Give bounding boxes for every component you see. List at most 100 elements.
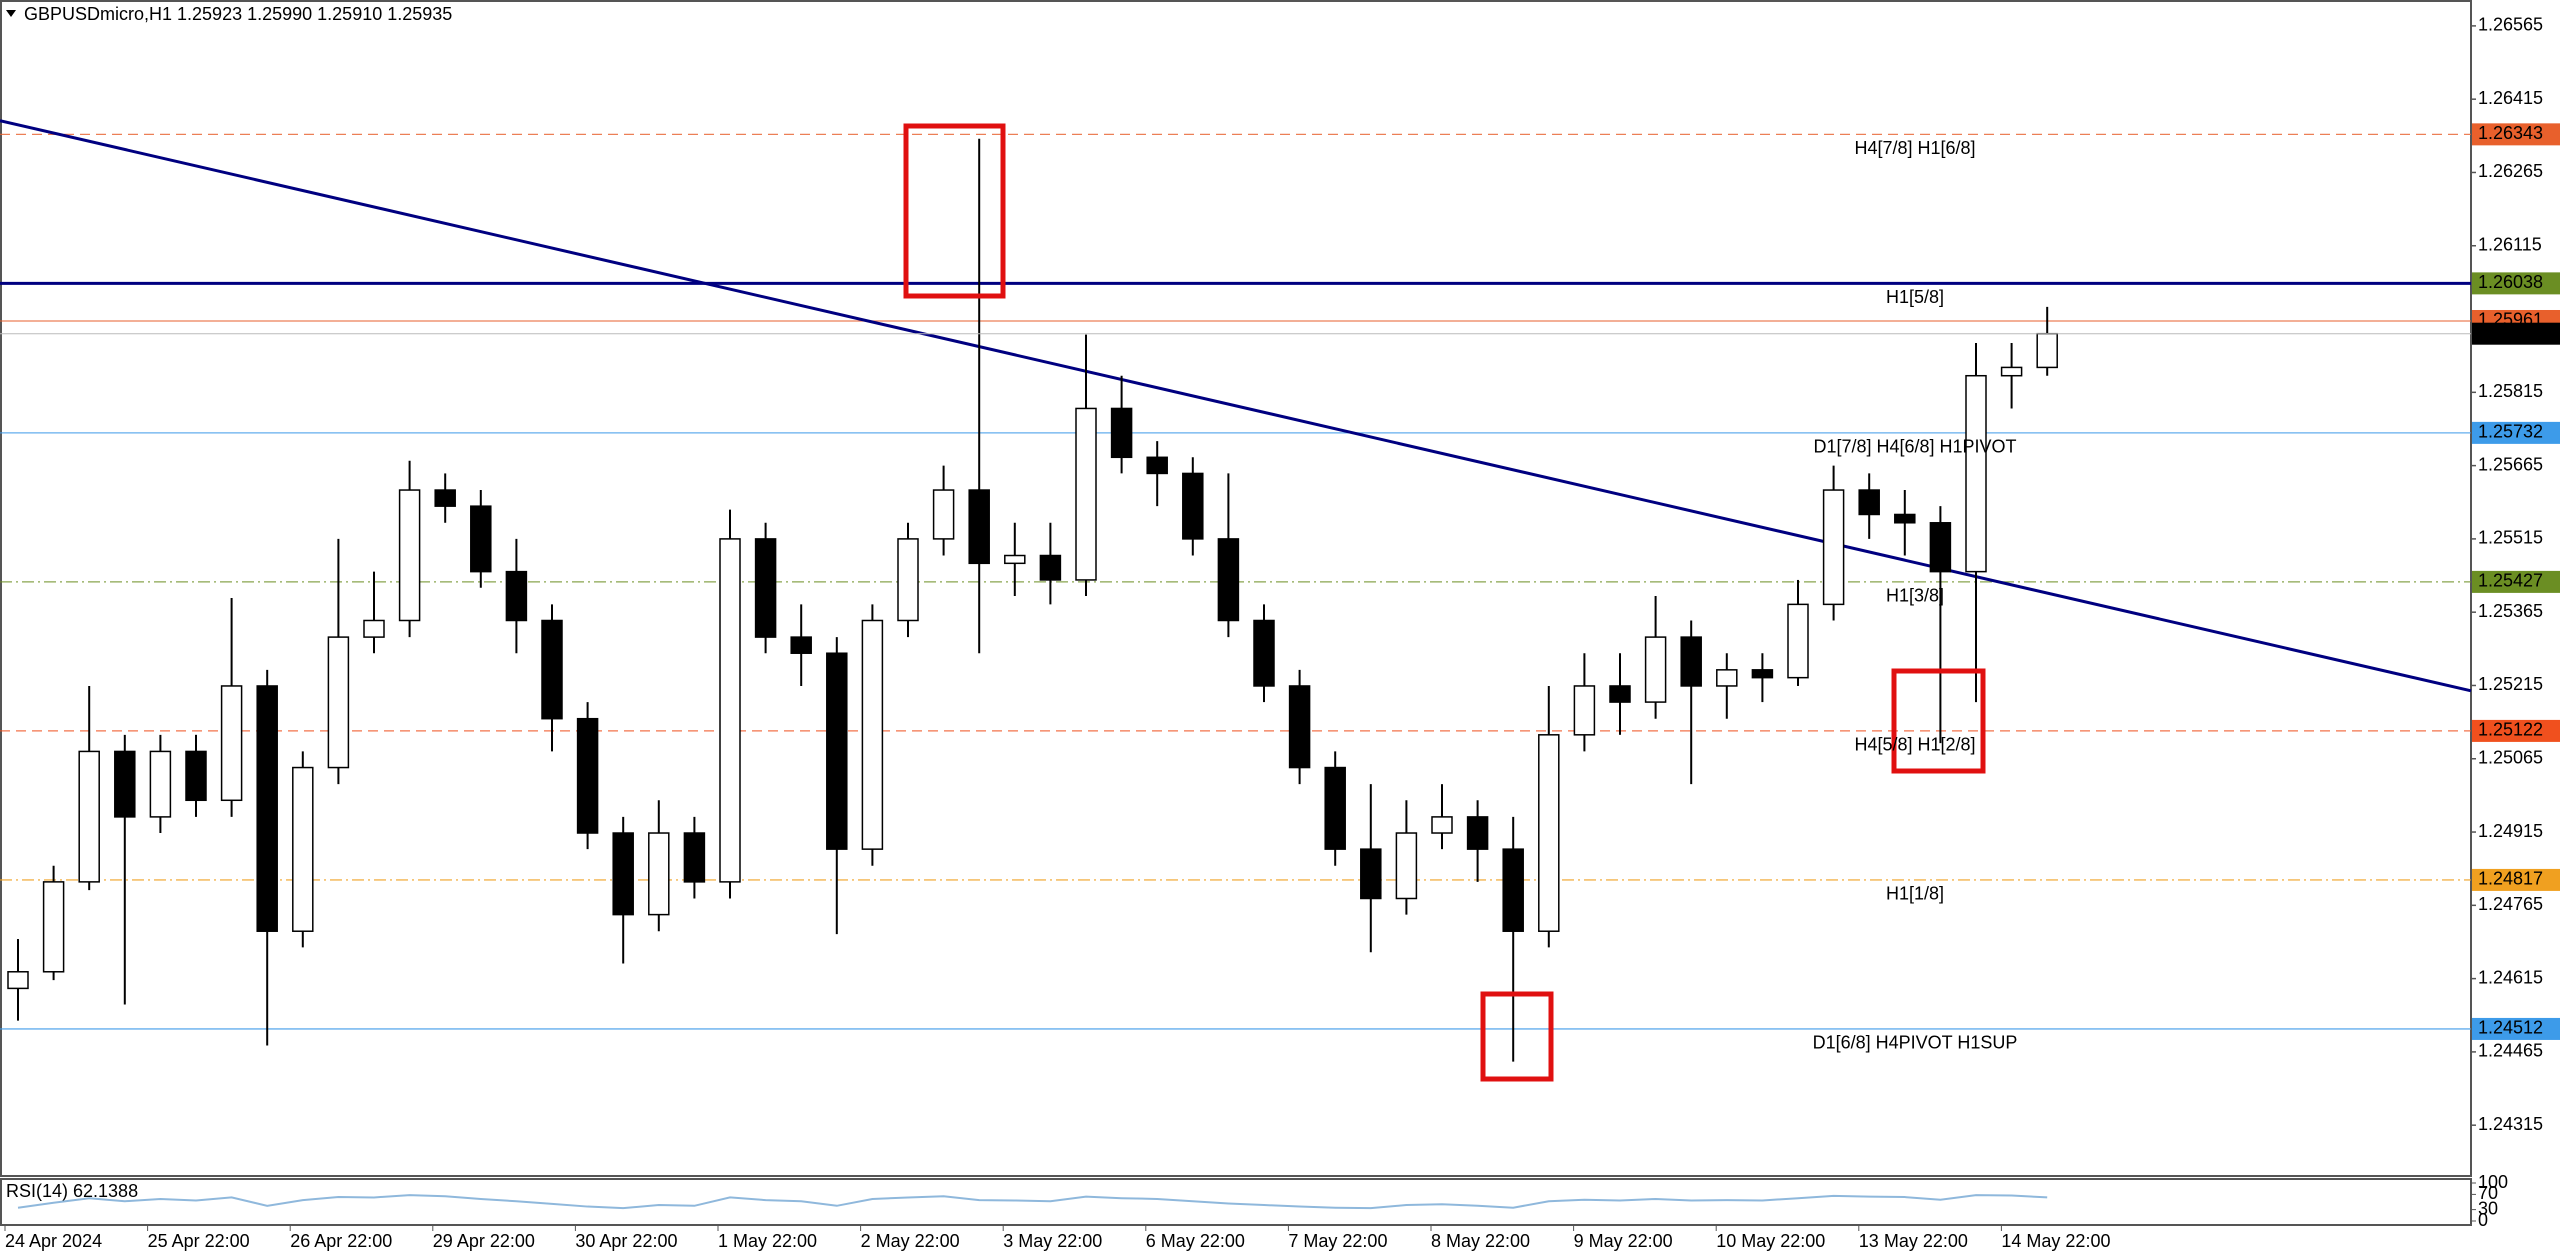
- candle-body: [1644, 636, 1667, 703]
- y-tick-label: 1.24465: [2478, 1041, 2543, 1061]
- candle-body: [932, 489, 955, 540]
- price-tag: [2472, 123, 2560, 146]
- candle-body: [1787, 603, 1809, 679]
- candle-body: [1609, 685, 1631, 703]
- x-tick-label: 8 May 22:00: [1431, 1231, 1530, 1251]
- x-tick-label: 3 May 22:00: [1003, 1231, 1102, 1251]
- candle-body: [327, 636, 350, 769]
- x-tick-label: 30 Apr 22:00: [575, 1231, 677, 1251]
- x-tick-label: 29 Apr 22:00: [433, 1231, 535, 1251]
- y-tick-label: 1.24915: [2478, 821, 2543, 841]
- price-tag-label: 1.26038: [2478, 272, 2543, 292]
- candle-body: [1965, 374, 1987, 573]
- y-tick-label: 1.26265: [2478, 161, 2543, 181]
- candle-body: [363, 619, 385, 638]
- candle-body: [398, 489, 421, 622]
- candle-body: [683, 832, 706, 883]
- x-tick-label: 10 May 22:00: [1716, 1231, 1825, 1251]
- price-tag: [2472, 570, 2560, 593]
- candle-body: [470, 505, 492, 573]
- candle-body: [114, 750, 136, 818]
- x-tick-label: 9 May 22:00: [1574, 1231, 1673, 1251]
- price-tag: [2472, 421, 2560, 444]
- candle-body: [754, 538, 777, 638]
- marks: [0, 119, 2472, 1062]
- candle-body: [1110, 407, 1133, 459]
- x-tick-label: 26 Apr 22:00: [290, 1231, 392, 1251]
- candle-body: [505, 570, 528, 622]
- candle-body: [612, 832, 634, 916]
- rsi-tick-label: 30: [2478, 1198, 2498, 1218]
- candle-body: [648, 832, 670, 916]
- candle-body: [7, 971, 29, 990]
- rsi-tick-label: 100: [2478, 1172, 2508, 1192]
- candle-body: [1182, 472, 1204, 540]
- candle-body: [1253, 619, 1275, 687]
- level-label: H1[1/8]: [1886, 884, 1944, 904]
- rsi-label: RSI(14) 62.1388: [6, 1181, 138, 1201]
- y-tick-label: 1.25665: [2478, 454, 2543, 474]
- level-label: D1[6/8] H4PIVOT H1SUP: [1813, 1033, 2018, 1053]
- candle-body: [1004, 554, 1026, 565]
- price-tag: [2472, 719, 2560, 742]
- candle-body: [78, 750, 100, 883]
- candle-body: [1751, 669, 1774, 679]
- price-tag: [2472, 868, 2560, 891]
- candle-body: [1466, 816, 1489, 850]
- last-price-label: 1.25935: [2478, 322, 2543, 342]
- x-tick-label: 7 May 22:00: [1288, 1231, 1387, 1251]
- price-tag-label: 1.24512: [2478, 1018, 2543, 1038]
- price-tag: [2472, 272, 2560, 295]
- candle-body: [1894, 513, 1916, 524]
- candle-body: [220, 685, 243, 802]
- highlight-box: [1891, 668, 1986, 774]
- candle-body: [1324, 766, 1346, 850]
- level-label: H4[5/8] H1[2/8]: [1854, 735, 1975, 755]
- menu-arrow[interactable]: [6, 10, 16, 17]
- level-label: H1[3/8]: [1886, 586, 1944, 606]
- y-tick-label: 1.25065: [2478, 748, 2543, 768]
- price-tag-label: 1.26343: [2478, 123, 2543, 143]
- candle-body: [2036, 332, 2058, 369]
- price-tag-label: 1.24817: [2478, 869, 2543, 889]
- x-tick-label: 25 Apr 22:00: [148, 1231, 250, 1251]
- rsi-frame: [0, 1178, 2472, 1226]
- y-tick-label: 1.25815: [2478, 381, 2543, 401]
- x-tick-label: 13 May 22:00: [1859, 1231, 1968, 1251]
- candle-body: [1929, 522, 1952, 573]
- x-tick-label: 14 May 22:00: [2001, 1231, 2110, 1251]
- price-tag: [2472, 1017, 2560, 1040]
- y-tick-label: 1.26115: [2478, 235, 2542, 255]
- candle-body: [719, 538, 741, 883]
- candle-body: [1146, 456, 1168, 475]
- chart-header: GBPUSDmicro,H1 1.25923 1.25990 1.25910 1…: [24, 4, 452, 24]
- candle-body: [541, 619, 563, 720]
- candle-body: [897, 538, 919, 622]
- y-tick-label: 1.26415: [2478, 88, 2543, 108]
- candle-body: [1075, 407, 1097, 581]
- trendline: [0, 119, 2472, 693]
- candle-body: [826, 652, 848, 850]
- candle-body: [1395, 832, 1418, 900]
- candle-body: [42, 881, 65, 973]
- plot-frame: [0, 0, 2472, 1177]
- price-tag-label: 1.25732: [2478, 422, 2543, 442]
- rsi-tick-label: 0: [2478, 1210, 2488, 1230]
- price-tag-label: 1.25427: [2478, 571, 2543, 591]
- candle-body: [1858, 489, 1880, 516]
- x-tick-label: 6 May 22:00: [1146, 1231, 1245, 1251]
- candle-body: [1680, 636, 1702, 687]
- candle-body: [1822, 489, 1845, 606]
- highlight-box: [1480, 991, 1554, 1082]
- candle-body: [1039, 554, 1062, 581]
- candle-body: [576, 717, 599, 834]
- candle-body: [434, 489, 456, 507]
- x-tick-label: 24 Apr 2024: [5, 1231, 102, 1251]
- y-tick-label: 1.26565: [2478, 15, 2543, 35]
- candle-body: [790, 636, 812, 654]
- candle-body: [2000, 366, 2023, 377]
- candle-body: [1502, 848, 1524, 932]
- candle-body: [292, 766, 314, 932]
- level-label: D1[7/8] H4[6/8] H1PIVOT: [1813, 437, 2016, 457]
